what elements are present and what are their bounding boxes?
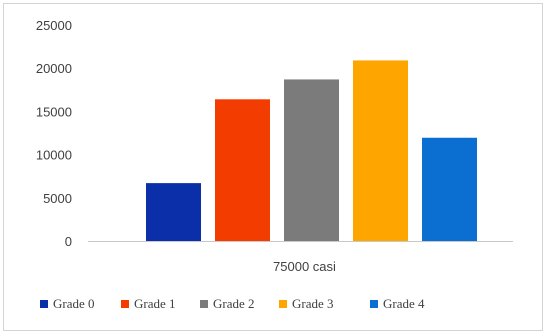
legend-label: Grade 1 (134, 296, 176, 311)
legend-label: Grade 4 (383, 296, 425, 311)
legend-swatch (200, 300, 208, 308)
legend-swatch (40, 300, 48, 308)
y-tick-label: 25000 (36, 18, 72, 33)
y-tick-label: 20000 (36, 61, 72, 76)
legend-label: Grade 3 (292, 296, 334, 311)
legend-item: Grade 0 (40, 296, 95, 311)
bar-grade-1 (215, 99, 270, 241)
y-tick-label: 15000 (36, 104, 72, 119)
y-tick-label: 5000 (43, 191, 72, 206)
legend-swatch (279, 300, 287, 308)
legend-label: Grade 2 (213, 296, 255, 311)
legend-item: Grade 4 (370, 296, 425, 311)
legend-item: Grade 3 (279, 296, 334, 311)
legend-item: Grade 2 (200, 296, 255, 311)
bar-grade-4 (422, 137, 477, 241)
legend-label: Grade 0 (53, 296, 95, 311)
legend-item: Grade 1 (121, 296, 176, 311)
bar-grade-2 (284, 79, 339, 241)
y-tick-label: 0 (65, 234, 72, 249)
y-tick-label: 10000 (36, 148, 72, 163)
category-label: 75000 casi (273, 259, 336, 274)
bar-grade-0 (146, 183, 201, 241)
bar-grade-3 (353, 60, 408, 242)
legend-swatch (370, 300, 378, 308)
legend-swatch (121, 300, 129, 308)
